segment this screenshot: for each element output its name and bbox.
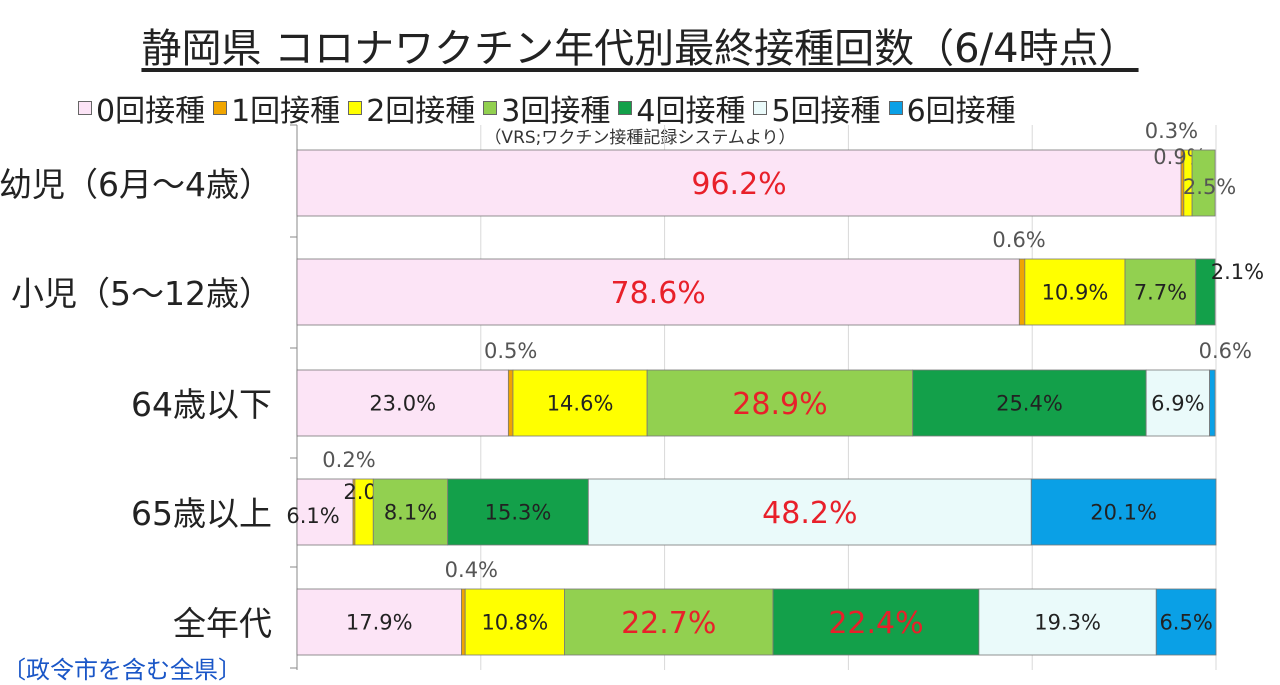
data-label: 96.2% [691,167,786,202]
bar-segment [1191,149,1216,217]
legend-item: 1回接種 [213,86,340,130]
legend-label: 3回接種 [501,94,611,129]
data-label: 8.1% [384,501,437,525]
bar-segment [1124,258,1197,326]
data-label: 22.7% [621,606,716,641]
bar-segment [1030,478,1217,546]
data-label: 14.6% [547,392,614,416]
bar-segment [1018,258,1026,326]
legend-swatch [618,101,633,115]
data-label: 6.9% [1151,392,1204,416]
legend-label: 6回接種 [906,94,1016,129]
bar-segment [564,588,774,656]
data-label: 0.5% [484,339,537,363]
data-label: 0.3% [1145,119,1198,143]
category-label: 小児（5～12歳） [11,274,272,313]
legend-swatch [888,101,903,115]
bar-segment [461,588,466,656]
data-label: 19.3% [1034,611,1101,635]
bar-segment [1209,369,1216,437]
data-label: 22.4% [828,606,923,641]
data-label: 48.2% [762,496,857,531]
footer-note: 〔政令市を含む全県〕 [2,656,242,684]
data-label: 2.1% [1211,260,1264,284]
category-label: 64歳以下 [131,385,272,424]
legend-swatch [753,101,768,115]
bar-segment [507,369,514,437]
data-label: 28.9% [732,387,827,422]
bar-segment [372,478,449,546]
bar-segment [296,258,1020,326]
legend-swatch [213,101,228,115]
chart-legend: 0回接種 1回接種 2回接種 3回接種 4回接種 5回接種 6回接種 [78,86,1024,130]
legend-swatch [78,101,92,115]
legend-label: 5回接種 [771,94,881,129]
legend-label: 4回接種 [636,94,746,129]
data-label: 17.9% [346,611,413,635]
bar-segment [1145,369,1210,437]
bar-segment [296,369,509,437]
bar-segment [912,369,1147,437]
bar-segment [587,478,1032,546]
data-label: 0.6% [992,228,1045,252]
legend-label: 2回接種 [366,94,476,129]
data-label: 20.1% [1090,501,1157,525]
data-label: 6.5% [1159,611,1212,635]
data-label: 10.9% [1042,281,1109,305]
legend-item: 0回接種 [78,86,205,130]
data-label: 0.6% [1199,339,1252,363]
legend-label: 1回接種 [231,94,341,129]
category-label: 65歳以上 [131,494,272,533]
data-label: 7.7% [1134,281,1187,305]
legend-item: 4回接種 [618,86,745,130]
legend-item: 2回接種 [348,86,475,130]
bar-segment [978,588,1157,656]
chart-title: 静岡県 コロナワクチン年代別最終接種回数（6/4時点） [141,26,1139,72]
data-label: 23.0% [369,392,436,416]
legend-item: 5回接種 [753,86,881,130]
bar-segment [1024,258,1126,326]
data-label: 2.5% [1183,175,1236,199]
data-label: 0.2% [322,448,375,472]
category-label: 幼児（6月～4歳） [0,165,272,204]
bar-segment [296,588,462,656]
data-label: 15.3% [485,501,552,525]
data-label: 0.4% [445,558,498,582]
bar-segment [512,369,648,437]
bar-segment [296,149,1182,217]
bar-segment [1155,588,1217,656]
legend-swatch [348,101,363,115]
data-label: 78.6% [611,276,706,311]
legend-label: 0回接種 [96,94,206,129]
bar-segment [1195,258,1216,326]
legend-swatch [483,101,498,115]
legend-item: 3回接種 [483,86,610,130]
data-label: 10.8% [481,611,548,635]
data-label: 25.4% [996,392,1063,416]
legend-item: 6回接種 [888,86,1016,130]
category-label: 全年代 [173,604,272,643]
bar-segment [447,478,589,546]
data-label: 6.1% [286,504,339,528]
bar-segment [772,588,980,656]
source-note: （VRS;ワクチン接種記録システムより） [484,128,796,148]
